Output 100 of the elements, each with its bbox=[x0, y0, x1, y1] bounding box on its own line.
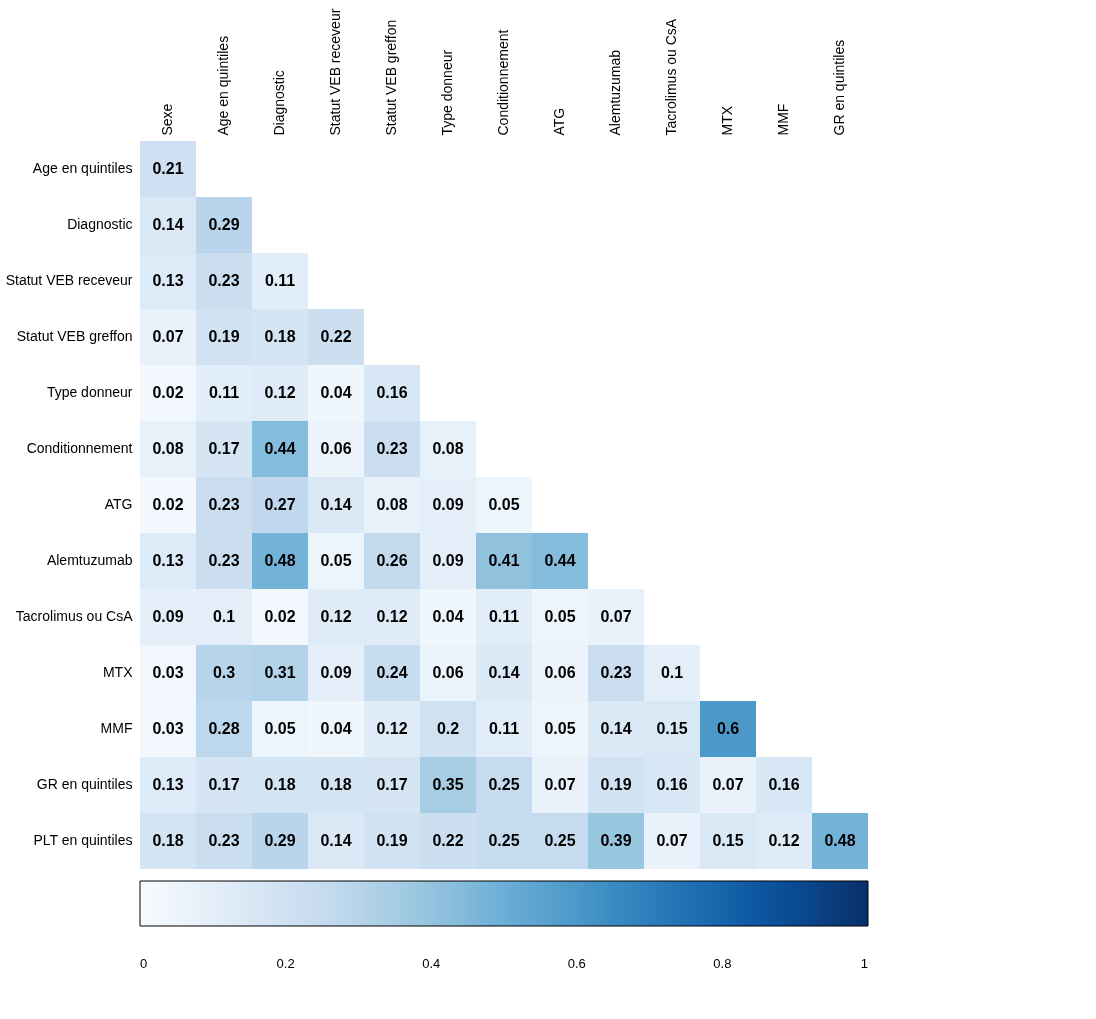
data-label: 0.1 bbox=[212, 608, 236, 625]
data-label: 0.06 bbox=[432, 664, 464, 681]
data-label: 0.06 bbox=[544, 664, 576, 681]
data-label: 0.17 bbox=[376, 776, 408, 793]
data-label: 0.12 bbox=[320, 608, 352, 625]
data-label: 0.11 bbox=[488, 608, 520, 625]
data-label: 0.25 bbox=[544, 832, 576, 849]
data-label: 0.17 bbox=[208, 776, 240, 793]
data-label: 0.29 bbox=[208, 216, 240, 233]
y-tick-label: Alemtuzumab bbox=[46, 552, 133, 568]
data-label: 0.04 bbox=[320, 720, 352, 737]
data-label: 0.14 bbox=[600, 720, 632, 737]
data-label: 0.09 bbox=[152, 608, 184, 625]
data-label: 0.14 bbox=[320, 496, 352, 513]
data-label: 0.23 bbox=[208, 552, 240, 569]
y-tick-label: Type donneur bbox=[46, 384, 133, 400]
data-label: 0.23 bbox=[600, 664, 632, 681]
data-label: 0.07 bbox=[656, 832, 688, 849]
x-tick-label: Tacrolimus ou CsA bbox=[663, 18, 679, 136]
y-tick-label: Tacrolimus ou CsA bbox=[15, 608, 134, 624]
data-label: 0.09 bbox=[432, 552, 464, 569]
y-tick-label: Statut VEB greffon bbox=[16, 328, 133, 344]
data-label: 0.05 bbox=[264, 720, 296, 737]
data-label: 0.04 bbox=[320, 384, 352, 401]
data-label: 0.26 bbox=[376, 552, 408, 569]
x-tick-label: Statut VEB greffon bbox=[383, 19, 399, 136]
data-label: 0.27 bbox=[264, 496, 296, 513]
data-label: 0.23 bbox=[208, 272, 240, 289]
data-label: 0.35 bbox=[432, 776, 464, 793]
data-label: 0.24 bbox=[376, 664, 408, 681]
x-tick-label: Conditionnement bbox=[495, 29, 511, 136]
data-label: 0.23 bbox=[376, 440, 408, 457]
data-label: 0.05 bbox=[544, 608, 576, 625]
x-tick-label: ATG bbox=[551, 107, 567, 136]
data-label: 0.19 bbox=[600, 776, 632, 793]
data-label: 0.02 bbox=[152, 384, 184, 401]
y-tick-label: Diagnostic bbox=[67, 216, 133, 232]
data-label: 0.12 bbox=[264, 384, 296, 401]
data-label: 0.28 bbox=[208, 720, 240, 737]
data-label: 0.41 bbox=[488, 552, 520, 569]
y-tick-label: MMF bbox=[100, 720, 133, 736]
data-label: 0.18 bbox=[320, 776, 352, 793]
data-label: 0.3 bbox=[212, 664, 236, 681]
data-label: 0.18 bbox=[264, 328, 296, 345]
y-tick-label: Statut VEB receveur bbox=[5, 272, 133, 288]
data-label: 0.23 bbox=[208, 832, 240, 849]
data-label: 0.06 bbox=[320, 440, 352, 457]
data-label: 0.13 bbox=[152, 272, 184, 289]
data-label: 0.13 bbox=[152, 552, 184, 569]
data-label: 0.07 bbox=[544, 776, 576, 793]
y-tick-label: Conditionnement bbox=[26, 440, 133, 456]
data-label: 0.16 bbox=[376, 384, 408, 401]
data-label: 0.18 bbox=[152, 832, 184, 849]
data-label: 0.44 bbox=[264, 440, 296, 457]
y-tick-label: Age en quintiles bbox=[32, 160, 133, 176]
data-label: 0.09 bbox=[432, 496, 464, 513]
data-label: 0.03 bbox=[152, 720, 184, 737]
data-label: 0.11 bbox=[208, 384, 240, 401]
x-tick-label: Sexe bbox=[159, 103, 175, 136]
data-label: 0.48 bbox=[824, 832, 856, 849]
data-label: 0.19 bbox=[208, 328, 240, 345]
data-label: 0.22 bbox=[320, 328, 352, 345]
data-label: 0.17 bbox=[208, 440, 240, 457]
data-label: 0.11 bbox=[264, 272, 296, 289]
data-label: 0.13 bbox=[152, 776, 184, 793]
data-label: 0.22 bbox=[432, 832, 464, 849]
x-tick-label: Type donneur bbox=[439, 49, 455, 136]
color-bar-label: 0.8 bbox=[713, 956, 732, 971]
color-bar-label: 0.6 bbox=[567, 956, 586, 971]
color-bar-label: 0 bbox=[140, 956, 148, 971]
data-label: 0.16 bbox=[656, 776, 688, 793]
data-label: 0.15 bbox=[712, 832, 744, 849]
data-label: 0.18 bbox=[264, 776, 296, 793]
data-label: 0.16 bbox=[768, 776, 800, 793]
data-label: 0.44 bbox=[544, 552, 576, 569]
data-label: 0.12 bbox=[376, 720, 408, 737]
y-tick-label: PLT en quintiles bbox=[33, 832, 133, 848]
data-label: 0.25 bbox=[488, 832, 520, 849]
data-label: 0.03 bbox=[152, 664, 184, 681]
data-label: 0.02 bbox=[264, 608, 296, 625]
data-label: 0.12 bbox=[768, 832, 800, 849]
data-label: 0.08 bbox=[152, 440, 184, 457]
data-label: 0.11 bbox=[488, 720, 520, 737]
data-label: 0.14 bbox=[320, 832, 352, 849]
x-tick-label: MMF bbox=[775, 103, 791, 136]
data-label: 0.25 bbox=[488, 776, 520, 793]
y-tick-label: MTX bbox=[102, 664, 134, 680]
data-label: 0.6 bbox=[716, 720, 740, 737]
data-label: 0.09 bbox=[320, 664, 352, 681]
data-label: 0.12 bbox=[376, 608, 408, 625]
data-label: 0.19 bbox=[376, 832, 408, 849]
data-label: 0.05 bbox=[544, 720, 576, 737]
data-label: 0.05 bbox=[488, 496, 520, 513]
data-label: 0.23 bbox=[208, 496, 240, 513]
color-bar-label: 0.2 bbox=[276, 956, 295, 971]
data-label: 0.02 bbox=[152, 496, 184, 513]
color-bar-label: 1 bbox=[860, 956, 868, 971]
x-tick-label: GR en quintiles bbox=[831, 39, 847, 136]
data-label: 0.48 bbox=[264, 552, 296, 569]
x-tick-label: Statut VEB receveur bbox=[327, 8, 343, 136]
